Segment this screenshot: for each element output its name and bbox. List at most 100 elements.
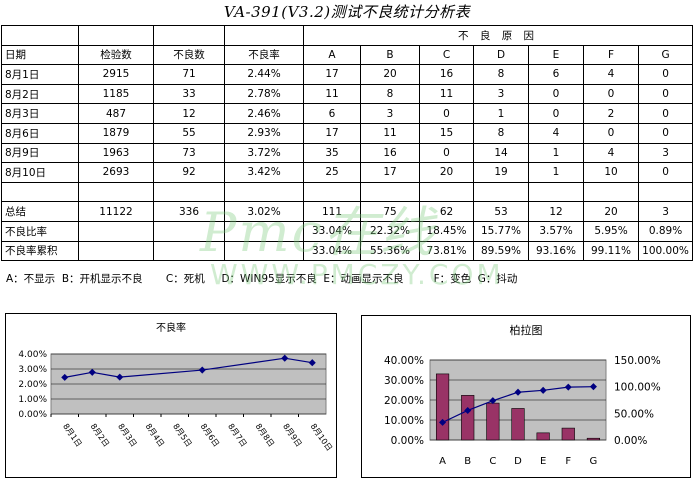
column-header-row: 日期 检验数 不良数 不良率 A B C D E F G: [1, 44, 694, 66]
table-cell: 8月3日: [1, 103, 79, 124]
series-line: [64, 357, 313, 378]
table-cell: 不良率累积: [1, 240, 79, 262]
y-tick-label: 4.00%: [18, 350, 47, 360]
watermark-script: Pmc在线: [200, 201, 436, 264]
cumulative-point: [514, 388, 522, 396]
table-cell: 8月6日: [1, 122, 79, 144]
table-cell: 1: [528, 142, 584, 164]
y-left-tick-label: 10.00%: [384, 415, 424, 427]
table-cell: 3: [473, 83, 529, 105]
chart-title: 柏拉图: [510, 323, 543, 337]
table-cell: 17: [303, 122, 361, 144]
table-cell: 93.16%: [528, 240, 584, 262]
defect-statistics-table: 不 良 原 因 日期 检验数 不良数 不良率 A B C D E F G 8月1日 2915 71 2.4…: [1, 25, 694, 262]
table-cell: 17: [303, 64, 361, 85]
table-cell: 100.00%: [637, 240, 694, 262]
table-cell: 15: [419, 122, 474, 144]
y-left-tick-label: 0.00%: [391, 435, 424, 447]
table-cell: 0: [583, 122, 639, 144]
table-cell: [78, 220, 154, 242]
y-tick-label: 0.00%: [18, 410, 47, 420]
table-cell: 19: [473, 162, 529, 183]
table-cell: 11: [419, 83, 474, 105]
chart-title: 不良率: [156, 321, 186, 334]
table-cell: 4: [583, 64, 639, 85]
y-left-tick-label: 20.00%: [384, 395, 424, 407]
pareto-bar: [511, 408, 525, 441]
table-row: 8月3日 487 12 2.46% 6 3 0 1 0 2 0: [1, 103, 694, 124]
table-cell: 0: [637, 162, 694, 183]
table-cell: 0: [637, 103, 694, 124]
table-row: 8月6日 1879 55 2.93% 17 11 15 8 4 0 0: [1, 122, 694, 144]
x-tick-label: C: [489, 456, 496, 467]
table-cell: 2.93%: [224, 122, 304, 144]
table-cell: 2.46%: [224, 103, 304, 124]
table-cell: 12: [153, 103, 225, 124]
pareto-bar: [461, 395, 475, 441]
column-header: 日期: [1, 44, 79, 66]
table-cell: 33.04%: [303, 240, 361, 262]
table-cell: 3: [360, 103, 420, 124]
table-cell: 8: [360, 83, 420, 105]
table-cell: 8月2日: [1, 83, 79, 105]
x-tick-label: 8月4日: [144, 422, 166, 449]
table-cell: 25: [303, 162, 361, 183]
table-cell: 336: [153, 201, 225, 222]
table-cell: 16: [419, 64, 474, 85]
table-cell: 20: [360, 64, 420, 85]
x-tick-label: B: [464, 456, 471, 467]
table-cell: 487: [78, 103, 154, 124]
cumulative-point: [489, 397, 497, 405]
table-cell: 2693: [78, 162, 154, 183]
pareto-bar: [486, 402, 500, 441]
table-cell: 1185: [78, 83, 154, 105]
pareto-bar: [435, 373, 450, 441]
table-cell: 3.02%: [224, 201, 304, 222]
table-cell: 10: [583, 162, 639, 183]
defect-rate-chart-svg: 不良率 0.00% 1.00% 2.00% 3.00% 4.00% 8月1日 8月2日 8月3日…: [18, 321, 334, 453]
table-cell: 2.44%: [224, 64, 304, 85]
table-cell: 0: [419, 142, 474, 164]
spacer-row: [1, 181, 694, 203]
y-right-tick-label: 0.00%: [614, 435, 647, 447]
x-tick-label: 8月5日: [171, 422, 193, 449]
table-cell: 总结: [1, 201, 79, 222]
pareto-bar: [561, 427, 575, 441]
table-cell: 1963: [78, 142, 154, 164]
table-cell: 1879: [78, 122, 154, 144]
column-header: 检验数: [78, 44, 154, 66]
y-left-tick-label: 40.00%: [384, 355, 424, 367]
table-cell: 11: [303, 83, 361, 105]
table-cell: 14: [473, 142, 529, 164]
table-cell: 8: [473, 64, 529, 85]
table-cell: 3: [637, 142, 694, 164]
table-cell: 53: [473, 201, 529, 222]
table-cell: 5.95%: [583, 220, 639, 242]
y-right-tick-label: 100.00%: [614, 382, 661, 394]
table-cell: 6: [303, 103, 361, 124]
y-left-tick-label: 30.00%: [384, 375, 424, 387]
x-tick-label: D: [514, 456, 522, 467]
y-tick-label: 2.00%: [18, 380, 47, 390]
pareto-bar: [586, 437, 601, 441]
table-cell: 12: [528, 201, 584, 222]
x-tick-label: F: [565, 456, 571, 467]
table-cell: 16: [360, 142, 420, 164]
table-cell: 1: [473, 103, 529, 124]
table-cell: 33.04%: [303, 220, 361, 242]
table-row: 8月10日 2693 92 3.42% 25 17 20 19 1 10 0: [1, 162, 694, 183]
table-cell: [78, 240, 154, 262]
cause-legend: A：不显示 B：开机显示不良 C：死机 D：WIN95显示不良 E：动画显示不良…: [6, 273, 518, 285]
table-cell: 8月9日: [1, 142, 79, 164]
column-header: D: [473, 44, 529, 66]
table-cell: 92: [153, 162, 225, 183]
table-cell: 4: [583, 142, 639, 164]
table-cell: 0: [419, 103, 474, 124]
table-cell: 1: [528, 162, 584, 183]
table-cell: 0: [637, 64, 694, 85]
table-cell: 0: [528, 83, 584, 105]
table-cell: 4: [528, 122, 584, 144]
y-tick-label: 3.00%: [18, 365, 47, 375]
data-point: [116, 373, 124, 381]
table-cell: 33: [153, 83, 225, 105]
